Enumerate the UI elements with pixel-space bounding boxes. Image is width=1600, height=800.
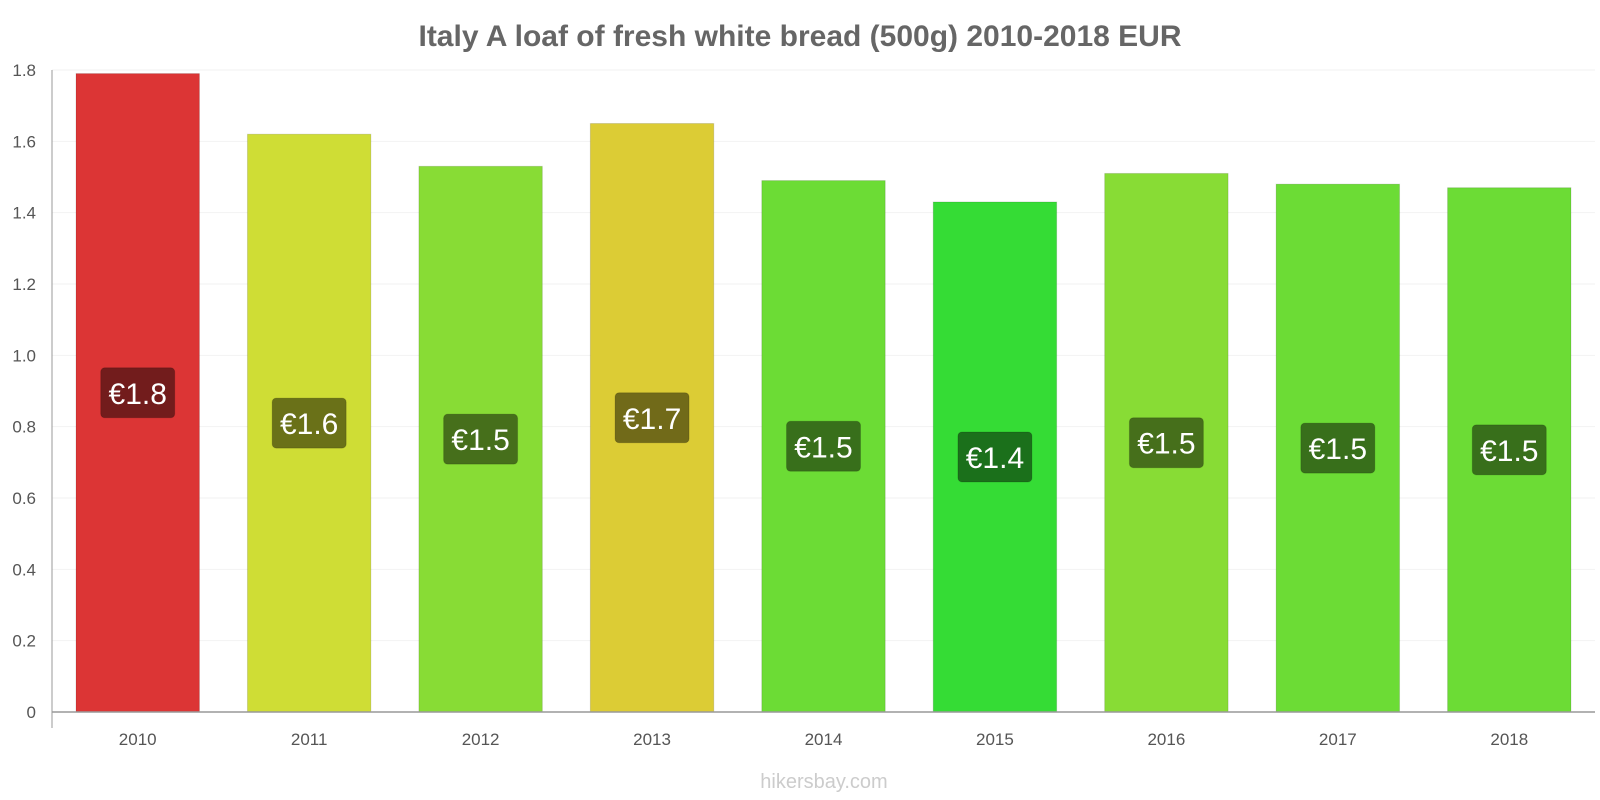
y-tick-label: 1.6 <box>12 132 36 151</box>
value-label-box <box>271 397 347 449</box>
value-label-box <box>786 420 861 472</box>
value-label-box <box>100 367 176 419</box>
y-tick-label: 1.2 <box>12 275 36 294</box>
x-tick-label: 2010 <box>119 730 157 749</box>
value-label-box <box>1471 424 1547 476</box>
y-tick-label: 1.8 <box>12 61 36 80</box>
value-label: €1.8 <box>109 378 167 411</box>
value-label: €1.5 <box>1480 435 1538 468</box>
x-tick-label: 2015 <box>976 730 1014 749</box>
y-tick-label: 0 <box>27 703 36 722</box>
y-tick-label: 0.2 <box>12 632 36 651</box>
value-label-box <box>1128 417 1204 469</box>
value-labels: €1.8 €1.6 €1.5 €1.7 €1.5 €1.4 €1.5 €1.5 €1.5 <box>100 367 1547 483</box>
axes <box>51 70 1595 728</box>
value-label-box <box>443 413 519 465</box>
value-label: €1.6 <box>280 408 338 441</box>
y-tick-label: 0.8 <box>12 418 36 437</box>
y-tick-label: 0.4 <box>12 560 36 579</box>
x-tick-label: 2013 <box>633 730 671 749</box>
bars <box>75 73 1572 713</box>
y-tick-labels: 0 0.2 0.4 0.6 0.8 1.0 1.2 1.4 1.6 1.8 <box>12 61 36 722</box>
x-tick-label: 2016 <box>1147 730 1185 749</box>
credit-text: hikersbay.com <box>760 771 887 793</box>
y-tick-label: 0.6 <box>12 489 36 508</box>
x-tick-label: 2012 <box>462 730 500 749</box>
y-tick-label: 1.4 <box>12 204 36 223</box>
value-label: €1.4 <box>966 442 1024 475</box>
value-label: €1.5 <box>1137 428 1195 461</box>
bar-2010 <box>75 73 200 713</box>
value-label: €1.7 <box>623 403 681 436</box>
x-tick-label: 2018 <box>1490 730 1528 749</box>
value-label: €1.5 <box>1309 433 1367 466</box>
x-tick-label: 2014 <box>805 730 843 749</box>
x-tick-label: 2017 <box>1319 730 1357 749</box>
value-label: €1.5 <box>794 431 852 464</box>
x-tick-labels: 2010 2011 2012 2013 2014 2015 2016 2017 2018 <box>119 730 1528 749</box>
value-label-box <box>1300 422 1376 474</box>
y-tick-label: 1.0 <box>12 346 36 365</box>
value-label-box <box>957 431 1033 483</box>
x-tick-label: 2011 <box>291 730 328 749</box>
value-label-box <box>614 392 690 444</box>
chart-title: Italy A loaf of fresh white bread (500g)… <box>418 20 1181 53</box>
value-label: €1.5 <box>451 424 509 457</box>
